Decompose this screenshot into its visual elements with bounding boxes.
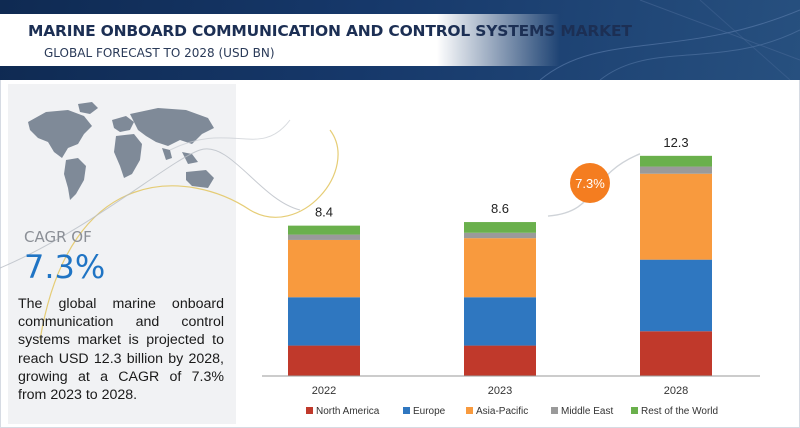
legend-label-europe: Europe	[413, 406, 446, 417]
x-tick-label-2028: 2028	[664, 385, 688, 397]
legend-label-middle-east: Middle East	[561, 406, 613, 417]
bar-segment-2022-asia-pacific	[288, 239, 360, 298]
header-title-panel	[0, 14, 560, 66]
bar-segment-2028-europe	[640, 259, 712, 332]
bar-segment-2023-asia-pacific	[464, 238, 536, 298]
cagr-badge	[570, 163, 610, 203]
legend-swatch-europe	[403, 407, 410, 414]
legend-swatch-asia-pacific	[466, 407, 473, 414]
cagr-badge-label: 7.3%	[575, 176, 605, 191]
summary-description: The global marine onboard communication …	[18, 296, 224, 404]
legend-swatch-north-america	[306, 407, 313, 414]
bar-segment-2028-middle-east	[640, 166, 712, 174]
bar-segment-2028-north-america	[640, 331, 712, 376]
header-banner: MARINE ONBOARD COMMUNICATION AND CONTROL…	[0, 0, 800, 80]
bar-segment-2022-europe	[288, 297, 360, 346]
total-label-2028: 12.3	[663, 135, 688, 150]
bar-segment-2022-rest-of-the-world	[288, 225, 360, 235]
bar-segment-2028-asia-pacific	[640, 173, 712, 260]
bar-segment-2023-europe	[464, 297, 536, 346]
legend-label-north-america: North America	[316, 406, 380, 417]
page-subtitle: GLOBAL FORECAST TO 2028 (USD BN)	[44, 46, 275, 60]
bar-segment-2023-middle-east	[464, 232, 536, 239]
bar-segment-2023-north-america	[464, 345, 536, 376]
legend-swatch-rest-of-the-world	[631, 407, 638, 414]
cagr-label: CAGR OF	[24, 228, 92, 246]
bar-segment-2023-rest-of-the-world	[464, 222, 536, 233]
legend-swatch-middle-east	[551, 407, 558, 414]
legend-label-asia-pacific: Asia-Pacific	[476, 406, 528, 417]
total-label-2022: 8.4	[315, 205, 333, 220]
header-decoration	[539, 0, 800, 80]
x-tick-label-2023: 2023	[488, 385, 512, 397]
total-label-2023: 8.6	[491, 201, 509, 216]
cagr-value: 7.3%	[24, 248, 106, 286]
bar-segment-2022-middle-east	[288, 234, 360, 240]
bar-segment-2028-rest-of-the-world	[640, 155, 712, 167]
legend-label-rest-of-the-world: Rest of the World	[641, 406, 718, 417]
page-title: MARINE ONBOARD COMMUNICATION AND CONTROL…	[28, 22, 632, 40]
bar-segment-2022-north-america	[288, 345, 360, 376]
x-tick-label-2022: 2022	[312, 385, 336, 397]
